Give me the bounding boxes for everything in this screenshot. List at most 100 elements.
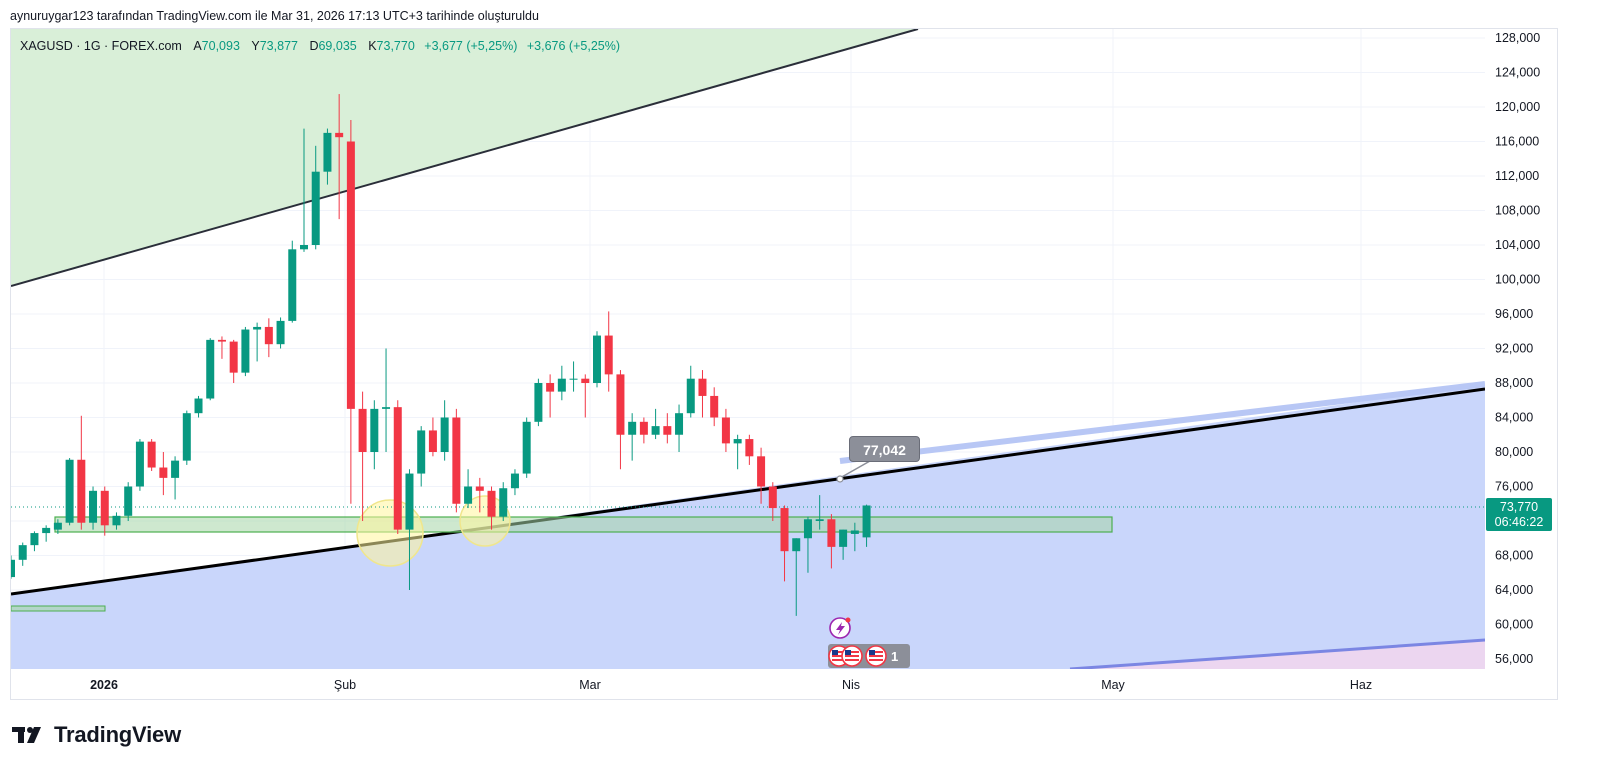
symbol-name[interactable]: XAGUSD · 1G · FOREX.com [20, 39, 182, 53]
candle-body [77, 459, 86, 523]
candle-body [405, 473, 414, 530]
candle[interactable] [264, 318, 273, 358]
candle[interactable] [440, 400, 449, 461]
candle[interactable] [839, 529, 848, 560]
candle[interactable] [30, 531, 39, 552]
candle[interactable] [18, 542, 27, 566]
candle-body [745, 439, 754, 457]
last-price: 73,770 [1499, 500, 1539, 514]
candle[interactable] [604, 311, 613, 392]
candle[interactable] [803, 516, 812, 573]
candle-body [358, 408, 367, 452]
candle[interactable] [745, 434, 754, 465]
candle[interactable] [89, 486, 98, 530]
candle[interactable] [147, 439, 156, 471]
candle[interactable] [428, 417, 437, 457]
highlight-circle-2 [459, 495, 511, 547]
candle[interactable] [639, 417, 648, 444]
candle[interactable] [616, 370, 625, 470]
candle[interactable] [557, 365, 566, 401]
candle[interactable] [464, 469, 473, 509]
candle[interactable] [300, 128, 308, 252]
candle[interactable] [171, 456, 180, 500]
candle[interactable] [675, 404, 684, 452]
candle[interactable] [159, 452, 168, 496]
candle[interactable] [206, 338, 215, 401]
tradingview-logo[interactable]: TradingView [12, 722, 181, 748]
candle[interactable] [792, 538, 801, 616]
candle[interactable] [241, 326, 250, 377]
candle[interactable] [710, 387, 719, 427]
candle[interactable] [862, 504, 871, 547]
candle[interactable] [534, 378, 543, 427]
candle[interactable] [452, 408, 461, 513]
candle[interactable] [546, 374, 555, 418]
candle[interactable] [65, 458, 74, 526]
candle[interactable] [850, 522, 859, 552]
candle[interactable] [651, 408, 660, 440]
candle[interactable] [358, 391, 367, 521]
candle[interactable] [53, 519, 62, 534]
candle-body [534, 383, 543, 422]
chart-frame[interactable] [10, 28, 1558, 700]
candle-body [510, 473, 519, 489]
candle[interactable] [663, 413, 672, 444]
candle[interactable] [276, 317, 285, 349]
candle[interactable] [229, 339, 238, 383]
candle[interactable] [815, 495, 824, 530]
candle[interactable] [335, 94, 344, 220]
candle[interactable] [698, 370, 707, 418]
lower-trend-line [1069, 638, 1485, 669]
trend-value-callout[interactable]: 77,042 [849, 436, 920, 462]
candle[interactable] [100, 486, 109, 536]
candle[interactable] [393, 400, 402, 534]
candle-body [428, 430, 437, 452]
candle[interactable] [405, 469, 414, 590]
candle[interactable] [194, 395, 203, 418]
candle[interactable] [417, 426, 426, 487]
candle[interactable] [522, 417, 531, 478]
candle[interactable] [346, 119, 355, 504]
candle[interactable] [628, 413, 637, 461]
x-tick-label: May [1101, 678, 1125, 692]
candle[interactable] [77, 415, 86, 530]
candle[interactable] [499, 482, 508, 521]
candle-body [417, 430, 426, 474]
candle[interactable] [135, 439, 144, 491]
chart-caption: aynuruygar123 tarafından TradingView.com… [10, 9, 539, 23]
candle[interactable] [323, 128, 332, 185]
candle[interactable] [182, 410, 191, 465]
open-value: 70,093 [201, 39, 240, 53]
candle[interactable] [780, 505, 789, 582]
candle-body [42, 527, 51, 534]
candle[interactable] [757, 447, 766, 504]
support-box [54, 516, 1113, 533]
candle[interactable] [768, 482, 777, 521]
candle-body [721, 417, 730, 444]
candle[interactable] [487, 486, 496, 530]
candle[interactable] [217, 336, 226, 359]
candle[interactable] [311, 145, 320, 250]
candle[interactable] [42, 525, 51, 542]
candle[interactable] [124, 482, 133, 521]
events-row[interactable]: 1 [828, 617, 910, 669]
candle[interactable] [288, 240, 297, 323]
y-tick-label: 104,000 [1495, 238, 1540, 252]
candle[interactable] [370, 400, 379, 470]
candle[interactable] [733, 434, 742, 470]
candle[interactable] [581, 374, 590, 418]
candle-body [616, 374, 625, 435]
candle[interactable] [510, 469, 519, 496]
candle[interactable] [569, 361, 578, 392]
candle[interactable] [593, 331, 601, 388]
candle[interactable] [686, 365, 695, 418]
candle[interactable] [7, 555, 15, 579]
candle[interactable] [253, 322, 262, 362]
candle[interactable] [827, 514, 836, 569]
candle[interactable] [475, 477, 484, 513]
candle[interactable] [382, 348, 391, 453]
candle[interactable] [112, 512, 121, 530]
y-tick-label: 56,000 [1495, 652, 1533, 666]
candle[interactable] [721, 408, 730, 452]
